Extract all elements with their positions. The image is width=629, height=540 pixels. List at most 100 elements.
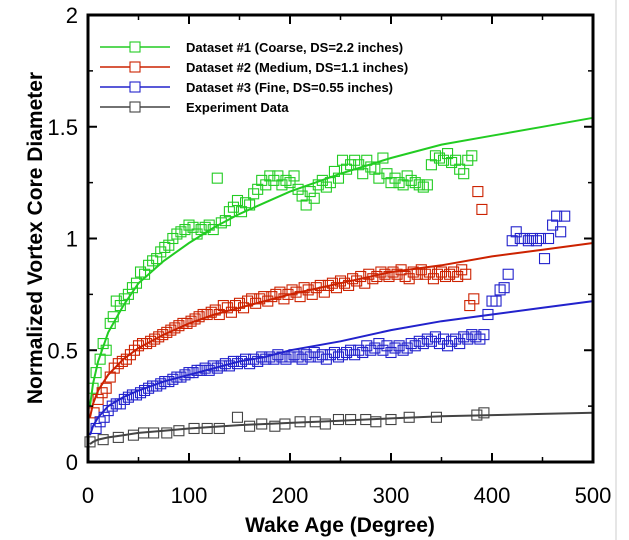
data-point xyxy=(207,224,219,236)
data-point xyxy=(446,156,458,169)
legend-marker xyxy=(129,61,141,73)
data-point xyxy=(300,349,312,361)
fit-line xyxy=(89,242,594,418)
data-point xyxy=(442,148,454,160)
data-point xyxy=(217,299,229,312)
legend-marker xyxy=(129,101,141,113)
data-point xyxy=(319,418,331,430)
data-point xyxy=(130,277,143,289)
y-tick-label: 0 xyxy=(66,450,78,475)
data-point xyxy=(470,331,482,343)
data-point xyxy=(547,219,559,231)
data-point xyxy=(437,154,450,166)
data-point xyxy=(551,210,563,222)
series-3 xyxy=(89,210,594,436)
data-point xyxy=(458,168,470,180)
data-point xyxy=(452,270,464,283)
data-point xyxy=(538,253,551,265)
legend-item: Dataset #2 (Medium, DS=1.1 inches) xyxy=(100,60,408,75)
legend-label: Experiment Data xyxy=(186,100,289,115)
data-point xyxy=(316,174,328,186)
data-point xyxy=(518,232,530,245)
data-point xyxy=(173,425,185,437)
data-point xyxy=(502,268,514,280)
data-point xyxy=(478,329,490,341)
data-point xyxy=(292,351,304,363)
data-point xyxy=(100,382,112,394)
data-point xyxy=(332,413,345,426)
data-point xyxy=(478,407,490,419)
data-point xyxy=(365,161,377,173)
legend-label: Dataset #1 (Coarse, DS=2.2 inches) xyxy=(186,40,403,55)
data-point xyxy=(373,337,385,350)
data-point xyxy=(365,344,377,356)
data-point xyxy=(240,197,252,209)
data-point xyxy=(370,416,382,428)
data-point xyxy=(506,235,518,247)
data-point xyxy=(213,422,225,435)
y-tick-label: 0.5 xyxy=(47,338,78,363)
data-point xyxy=(389,342,401,354)
data-point xyxy=(300,199,312,211)
data-point xyxy=(417,181,429,193)
data-point xyxy=(486,295,498,307)
data-point xyxy=(357,168,369,180)
data-point xyxy=(324,349,336,361)
window-edge xyxy=(615,0,629,540)
data-point xyxy=(231,194,244,207)
x-tick-label: 0 xyxy=(82,483,94,508)
legend-label: Dataset #3 (Fine, DS=0.55 inches) xyxy=(186,80,393,95)
x-tick-label: 100 xyxy=(171,483,208,508)
data-point xyxy=(341,346,353,359)
data-point xyxy=(308,192,320,204)
data-point xyxy=(193,311,205,323)
series-2 xyxy=(88,186,594,419)
data-point xyxy=(183,219,195,231)
legend-item: Experiment Data xyxy=(100,100,289,115)
data-point xyxy=(534,232,547,245)
data-point xyxy=(559,210,571,222)
data-point xyxy=(244,420,256,432)
data-point xyxy=(429,331,441,343)
data-point xyxy=(187,221,199,233)
legend: Dataset #1 (Coarse, DS=2.2 inches) Datase… xyxy=(100,40,408,115)
data-point xyxy=(134,266,147,278)
data-point xyxy=(413,335,425,347)
data-point xyxy=(148,427,160,439)
data-point xyxy=(92,393,104,405)
data-point xyxy=(555,226,567,238)
data-point xyxy=(332,172,345,184)
data-point xyxy=(369,163,381,175)
data-point xyxy=(219,215,231,227)
legend-item: Dataset #1 (Coarse, DS=2.2 inches) xyxy=(100,40,403,55)
data-point xyxy=(522,235,534,247)
data-point xyxy=(205,306,217,318)
x-tick-label: 400 xyxy=(474,483,511,508)
data-point xyxy=(207,360,219,372)
fit-line xyxy=(89,300,594,436)
data-point xyxy=(494,284,506,296)
data-point xyxy=(163,239,175,251)
series-1 xyxy=(87,116,594,407)
data-point xyxy=(167,373,179,385)
data-point xyxy=(292,183,304,195)
legend-label: Dataset #2 (Medium, DS=1.1 inches) xyxy=(186,60,408,75)
data-point xyxy=(90,422,102,435)
data-point xyxy=(526,232,538,245)
data-point xyxy=(510,226,522,238)
fit-line xyxy=(89,411,594,445)
data-point xyxy=(450,154,462,166)
data-point xyxy=(413,179,425,191)
data-point xyxy=(159,241,171,253)
data-point xyxy=(199,362,211,374)
series-4 xyxy=(84,407,594,448)
legend-marker xyxy=(129,41,141,53)
data-point xyxy=(367,273,379,285)
data-point xyxy=(355,270,367,283)
data-point xyxy=(175,226,187,238)
data-point xyxy=(397,344,409,356)
legend-item: Dataset #3 (Fine, DS=0.55 inches) xyxy=(100,80,393,95)
y-tick-label: 2 xyxy=(66,3,78,28)
x-tick-label: 300 xyxy=(373,483,410,508)
